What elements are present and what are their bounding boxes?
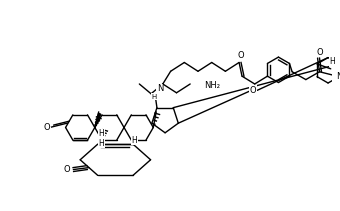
Text: O: O — [250, 86, 256, 95]
Text: H: H — [329, 57, 335, 66]
Text: O: O — [63, 165, 70, 174]
Polygon shape — [95, 113, 101, 127]
Text: H: H — [151, 94, 157, 100]
Text: H: H — [131, 136, 137, 145]
Text: N: N — [336, 72, 340, 81]
Text: O: O — [316, 48, 323, 57]
Text: O: O — [238, 51, 244, 60]
Text: H: H — [99, 139, 104, 148]
Text: O: O — [44, 123, 50, 131]
Text: N: N — [157, 84, 163, 93]
Text: NH₂: NH₂ — [204, 81, 220, 91]
Text: H: H — [99, 129, 104, 138]
